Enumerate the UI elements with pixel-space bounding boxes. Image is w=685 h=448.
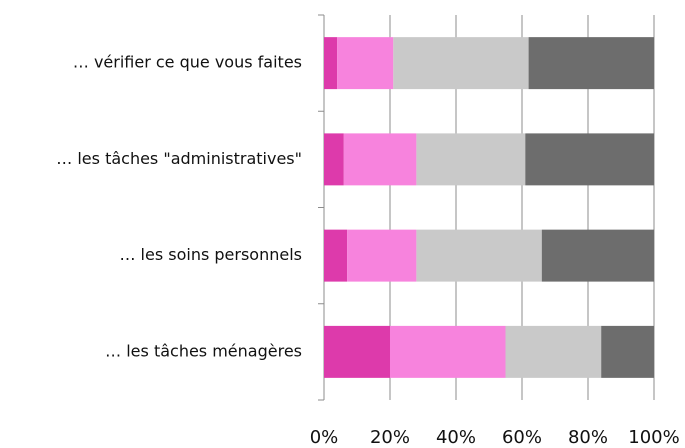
y-tick-label: … les tâches "administratives" — [56, 149, 302, 168]
bar-segment — [528, 37, 654, 90]
bar-segment — [324, 229, 348, 282]
bar-segment — [343, 133, 417, 186]
y-tick-label: … les soins personnels — [119, 245, 302, 264]
y-tick-label: … les tâches ménagères — [105, 341, 302, 360]
bar-segment — [337, 37, 394, 90]
bar-segment — [347, 229, 417, 282]
bar-segment — [416, 133, 526, 186]
y-tick-label: … vérifier ce que vous faites — [73, 53, 302, 72]
bar-segment — [324, 325, 390, 378]
bar-segment — [525, 133, 654, 186]
x-tick-label: 0% — [310, 427, 339, 448]
bar-segment — [416, 229, 542, 282]
x-tick-label: 40% — [436, 427, 476, 448]
x-tick-label: 20% — [370, 427, 410, 448]
bar-segment — [601, 325, 654, 378]
x-tick-label: 60% — [502, 427, 542, 448]
bar-segment — [390, 325, 506, 378]
bar-segment — [541, 229, 654, 282]
bar-segment — [505, 325, 602, 378]
bar-segment — [393, 37, 529, 90]
bar-segment — [324, 37, 338, 90]
x-tick-label: 80% — [568, 427, 608, 448]
x-tick-label: 100% — [628, 427, 679, 448]
bar-segment — [324, 133, 344, 186]
